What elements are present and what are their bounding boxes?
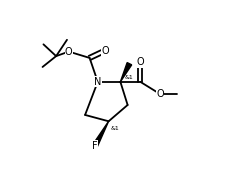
Text: F: F [92,141,98,151]
Polygon shape [120,63,132,82]
Text: &1: &1 [110,126,119,131]
Text: O: O [156,89,164,99]
Text: O: O [136,57,144,68]
Text: N: N [94,77,101,87]
Text: &1: &1 [125,75,134,80]
Text: O: O [101,46,109,56]
Text: O: O [65,47,73,57]
Polygon shape [93,121,109,147]
